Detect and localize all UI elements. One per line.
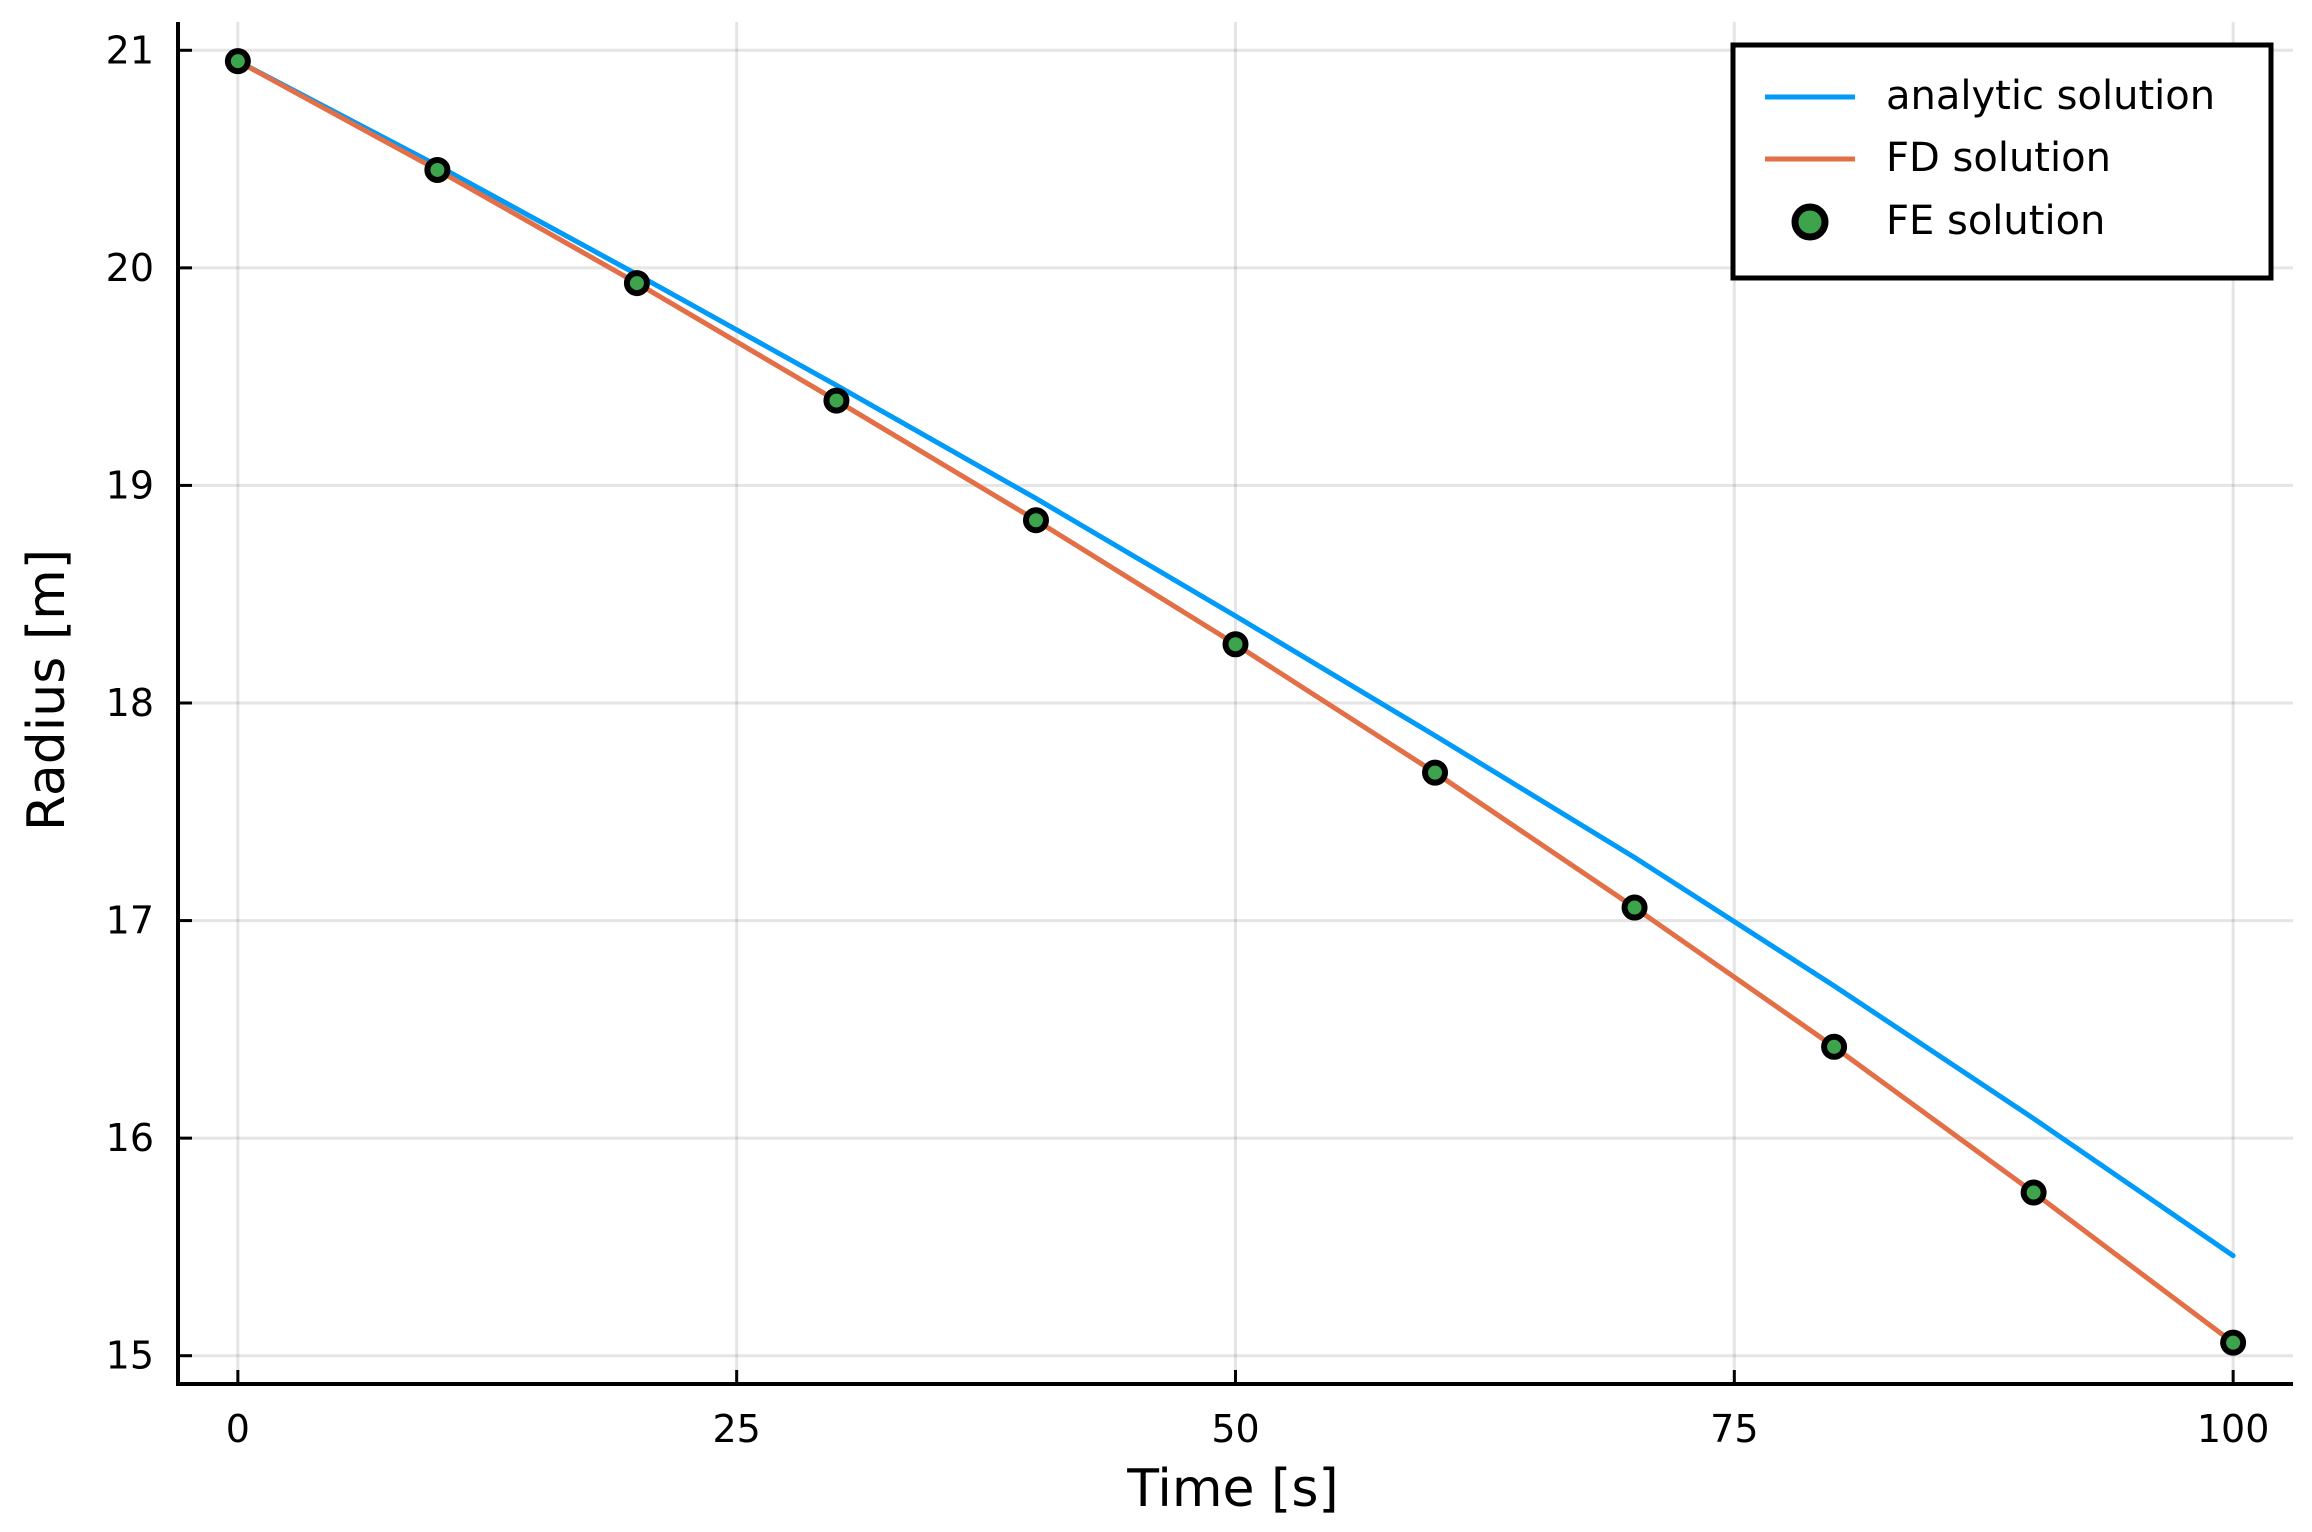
data-point-fe-solution (1821, 1033, 1848, 1060)
y-tick-label: 20 (106, 246, 154, 290)
data-point-fe-solution (1222, 631, 1249, 658)
x-axis-label: Time [s] (1126, 1459, 1338, 1519)
y-tick-label: 16 (106, 1116, 154, 1160)
tick-labels: 0 25 50 75 100 15 16 17 18 19 20 21 (106, 28, 2270, 1451)
x-tick-label: 50 (1211, 1407, 1259, 1451)
data-point-fe-solution (224, 48, 251, 75)
y-axis-label: Radius [m] (17, 549, 77, 831)
x-tick-label: 100 (2197, 1407, 2270, 1451)
legend-label-analytic: analytic solution (1886, 73, 2215, 119)
y-tick-label: 21 (106, 28, 154, 72)
legend-label-fd: FD solution (1886, 135, 2111, 181)
data-point-fe-solution (1422, 759, 1449, 786)
legend-label-fe: FE solution (1886, 198, 2105, 244)
series-line-analytic-solution (235, 58, 2236, 1259)
x-tick-label: 75 (1710, 1407, 1758, 1451)
y-tick-label: 17 (106, 899, 154, 943)
y-tick-label: 19 (106, 463, 154, 507)
grid (178, 22, 2293, 1384)
data-point-fe-solution (1022, 507, 1049, 534)
x-tick-label: 25 (712, 1407, 760, 1451)
legend: analytic solution FD solution FE solutio… (1730, 42, 2274, 281)
data-point-fe-solution (2220, 1329, 2247, 1356)
data-point-fe-solution (424, 156, 451, 183)
data-point-fe-solution (2020, 1179, 2047, 1206)
plot-series (224, 48, 2247, 1356)
data-point-fe-solution (623, 270, 650, 297)
y-tick-label: 18 (106, 681, 154, 725)
y-tick-label: 15 (106, 1334, 154, 1378)
x-tick-label: 0 (226, 1407, 250, 1451)
legend-swatch-fe (1791, 203, 1829, 241)
data-point-fe-solution (823, 387, 850, 414)
data-point-fe-solution (1621, 894, 1648, 921)
